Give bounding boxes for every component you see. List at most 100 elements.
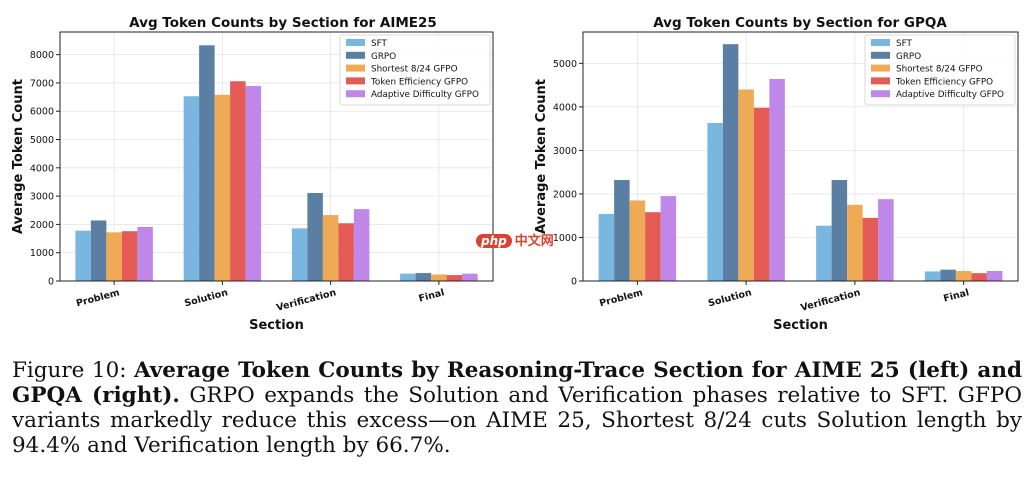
legend-swatch bbox=[346, 64, 365, 72]
y-tick-label: 6000 bbox=[30, 107, 54, 118]
x-axis-label: Section bbox=[249, 318, 304, 333]
x-axis-label: Section bbox=[773, 318, 828, 333]
bar-sft bbox=[183, 96, 200, 281]
bar-token-efficiency-gfpo bbox=[338, 223, 354, 281]
bar-shortest-8-24-gfpo bbox=[431, 274, 447, 281]
bar-sft bbox=[598, 213, 615, 281]
bar-grpo bbox=[614, 180, 630, 281]
y-tick-label: 1000 bbox=[553, 233, 577, 244]
bar-grpo bbox=[415, 273, 432, 281]
legend-swatch bbox=[346, 39, 365, 46]
bar-token-efficiency-gfpo bbox=[121, 231, 138, 281]
bar-adaptive-difficulty-gfpo bbox=[245, 86, 262, 282]
bar-adaptive-difficulty-gfpo bbox=[769, 79, 785, 282]
x-tick-label: Verification bbox=[275, 287, 337, 314]
legend-label: Token Efficiency GFPO bbox=[370, 77, 468, 87]
bar-grpo bbox=[722, 44, 739, 281]
bar-shortest-8-24-gfpo bbox=[214, 94, 231, 281]
y-tick-label: 4000 bbox=[30, 163, 54, 174]
legend-box bbox=[339, 34, 491, 106]
legend-label: Adaptive Difficulty GFPO bbox=[371, 90, 479, 100]
y-tick-label: 2000 bbox=[553, 189, 577, 200]
legend-swatch bbox=[871, 77, 890, 85]
caption-bold: Average Token Counts by Reasoning-Trace … bbox=[12, 358, 1023, 408]
x-tick-label: Solution bbox=[707, 287, 753, 309]
chart-title: Avg Token Counts by Section for GPQA bbox=[653, 15, 947, 31]
plot-frame bbox=[582, 31, 1019, 282]
charts-figure: Avg Token Counts by Section for AIME25 0 1… bbox=[11, 15, 1019, 333]
y-tick-label: 1000 bbox=[30, 248, 54, 259]
x-tick-label: Final bbox=[418, 287, 446, 304]
bar-grpo bbox=[307, 193, 323, 281]
bar-grpo bbox=[199, 45, 215, 282]
legend-label: GRPO bbox=[371, 52, 396, 62]
legend-label: Token Efficiency GFPO bbox=[895, 77, 993, 87]
caption-label: Figure 10: bbox=[12, 358, 127, 383]
bar-sft bbox=[707, 122, 723, 281]
figure-caption: Figure 10: Average Token Counts by Reaso… bbox=[12, 358, 1022, 458]
bar-sft bbox=[400, 273, 416, 281]
y-axis-label: Average Token Count bbox=[11, 79, 26, 234]
plot-frame bbox=[59, 31, 494, 282]
legend-swatch bbox=[346, 77, 365, 85]
y-tick-label: 5000 bbox=[553, 59, 577, 70]
y-tick-label: 4000 bbox=[553, 102, 577, 113]
bar-shortest-8-24-gfpo bbox=[322, 215, 339, 281]
bar-shortest-8-24-gfpo bbox=[847, 204, 863, 281]
legend-box bbox=[864, 34, 1016, 106]
bar-shortest-8-24-gfpo bbox=[629, 200, 646, 281]
bar-adaptive-difficulty-gfpo bbox=[986, 270, 1003, 281]
legend-label: Shortest 8/24 GFPO bbox=[896, 65, 983, 75]
chart-title: Avg Token Counts by Section for AIME25 bbox=[129, 15, 437, 31]
bar-sft bbox=[291, 228, 308, 281]
legend-label: GRPO bbox=[896, 52, 921, 62]
bar-shortest-8-24-gfpo bbox=[106, 232, 122, 281]
legend-swatch bbox=[871, 90, 890, 98]
watermark-text: 中文网 bbox=[514, 234, 554, 249]
y-tick-label: 2000 bbox=[30, 220, 54, 231]
legend-swatch bbox=[346, 90, 365, 98]
legend-swatch bbox=[346, 51, 365, 59]
x-tick-label: Problem bbox=[598, 287, 644, 309]
bar-shortest-8-24-gfpo bbox=[738, 89, 754, 281]
y-tick-label: 7000 bbox=[30, 78, 54, 89]
bar-token-efficiency-gfpo bbox=[645, 212, 661, 281]
bar-grpo bbox=[90, 220, 107, 281]
bar-grpo bbox=[831, 180, 848, 281]
x-tick-label: Final bbox=[942, 287, 970, 304]
bar-sft bbox=[75, 230, 91, 281]
legend-label: Shortest 8/24 GFPO bbox=[371, 65, 458, 75]
x-tick-label: Solution bbox=[183, 287, 229, 309]
bar-shortest-8-24-gfpo bbox=[955, 270, 972, 281]
bar-sft bbox=[924, 271, 941, 281]
bar-adaptive-difficulty-gfpo bbox=[660, 196, 677, 281]
x-tick-label: Problem bbox=[75, 287, 121, 309]
y-tick-label: 0 bbox=[48, 277, 54, 288]
bar-sft bbox=[816, 225, 832, 281]
y-tick-label: 8000 bbox=[30, 50, 54, 61]
legend-swatch bbox=[871, 39, 890, 46]
y-tick-label: 3000 bbox=[553, 146, 577, 157]
legend-label: Adaptive Difficulty GFPO bbox=[896, 90, 1004, 100]
x-tick-label: Verification bbox=[800, 287, 862, 314]
legend-label: SFT bbox=[371, 39, 387, 49]
caption-text: GRPO expands the Solution and Verificati… bbox=[12, 383, 1022, 458]
y-tick-label: 0 bbox=[571, 277, 577, 288]
bar-adaptive-difficulty-gfpo bbox=[353, 209, 370, 281]
bar-adaptive-difficulty-gfpo bbox=[462, 273, 478, 281]
bar-token-efficiency-gfpo bbox=[753, 107, 770, 282]
bar-token-efficiency-gfpo bbox=[446, 275, 463, 281]
bar-adaptive-difficulty-gfpo bbox=[878, 199, 894, 281]
legend-swatch bbox=[871, 64, 890, 72]
legend-swatch bbox=[871, 51, 890, 59]
watermark: php 中文网 bbox=[476, 230, 554, 249]
bar-token-efficiency-gfpo bbox=[230, 81, 246, 281]
watermark-badge: php bbox=[476, 234, 512, 248]
bar-adaptive-difficulty-gfpo bbox=[137, 226, 153, 281]
bar-grpo bbox=[940, 269, 956, 281]
legend-label: SFT bbox=[896, 39, 912, 49]
bar-token-efficiency-gfpo bbox=[971, 273, 987, 281]
bar-token-efficiency-gfpo bbox=[862, 217, 879, 281]
y-tick-label: 3000 bbox=[30, 192, 54, 203]
y-tick-label: 5000 bbox=[30, 135, 54, 146]
